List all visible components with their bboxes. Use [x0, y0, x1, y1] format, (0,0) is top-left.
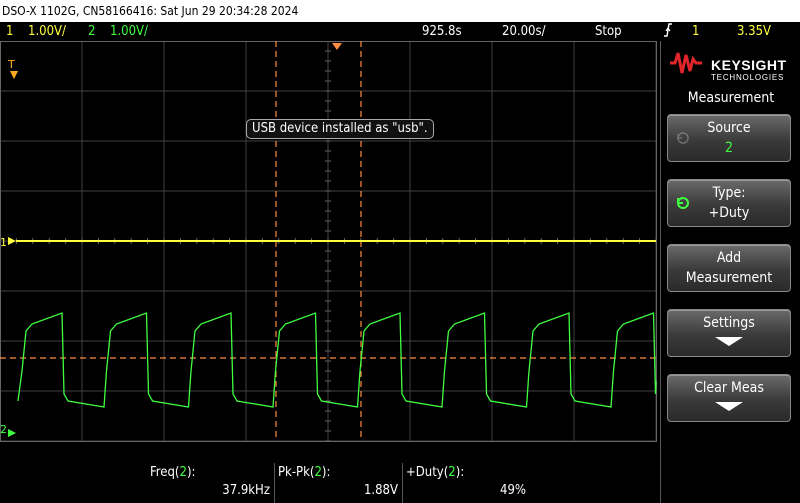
ch1-number[interactable]: 1: [6, 24, 14, 39]
source-softkey[interactable]: Source 2: [667, 114, 791, 162]
add-measurement-label-2: Measurement: [685, 270, 773, 286]
rotate-knob-icon: [677, 197, 689, 209]
trigger-time-marker[interactable]: [10, 71, 18, 79]
waveform-svg: T 1 2: [0, 41, 657, 442]
meas-pkpk-value: 1.88V: [363, 483, 398, 498]
graticule-border: [0, 41, 657, 442]
waveform-display[interactable]: T 1 2 USB device installed as "usb".: [0, 41, 660, 443]
status-bar: 1 1.00V/ 2 1.00V/ 925.8s 20.00s/ Stop 1 …: [0, 22, 800, 41]
settings-softkey[interactable]: Settings: [667, 309, 791, 357]
type-softkey[interactable]: Type: +Duty: [667, 179, 791, 227]
meas-freq[interactable]: Freq(2): 37.9kHz: [146, 463, 274, 503]
usb-notification: USB device installed as "usb".: [246, 119, 434, 139]
trigger-edge-icon: [663, 22, 673, 44]
ch2-scale[interactable]: 1.00V/: [110, 24, 148, 39]
clear-meas-softkey[interactable]: Clear Meas: [667, 374, 791, 422]
clear-meas-softkey-label: Clear Meas: [694, 380, 764, 396]
trigger-level[interactable]: 3.35V: [737, 24, 772, 39]
trigger-channel[interactable]: 1: [692, 24, 700, 39]
add-measurement-softkey[interactable]: Add Measurement: [667, 244, 791, 292]
keysight-logo: KEYSIGHT TECHNOLOGIES: [669, 49, 797, 82]
meas-divider: [402, 463, 403, 503]
meas-duty-label: +Duty(2):: [406, 465, 465, 480]
keysight-wave-icon: [670, 52, 702, 74]
type-softkey-label: Type:: [712, 185, 746, 201]
ch2-number[interactable]: 2: [88, 24, 96, 39]
trigger-position-marker[interactable]: [332, 43, 342, 50]
add-measurement-label-1: Add: [716, 250, 742, 266]
meas-freq-label: Freq(2):: [150, 465, 196, 480]
meas-duty[interactable]: +Duty(2): 49%: [402, 463, 530, 503]
meas-freq-value: 37.9kHz: [222, 483, 270, 498]
type-softkey-value: +Duty: [708, 205, 750, 221]
brand-name: KEYSIGHT: [711, 57, 787, 73]
source-softkey-value: 2: [724, 140, 733, 156]
meas-pkpk[interactable]: Pk-Pk(2): 1.88V: [274, 463, 402, 503]
run-state[interactable]: Stop: [595, 24, 622, 39]
menu-title: Measurement: [687, 90, 775, 106]
ch1-ground-marker[interactable]: [8, 237, 16, 245]
meas-duty-value: 49%: [500, 483, 526, 498]
submenu-arrow-icon: [715, 337, 743, 346]
meas-pkpk-label: Pk-Pk(2):: [278, 465, 331, 480]
softkey-panel: KEYSIGHT TECHNOLOGIES Measurement Source…: [660, 41, 800, 503]
ch2-ground-marker[interactable]: [8, 429, 16, 437]
ch2-ground-label: 2: [0, 423, 7, 436]
ch1-scale[interactable]: 1.00V/: [28, 24, 66, 39]
ch1-ground-label: 1: [0, 236, 7, 249]
time-position[interactable]: 925.8s: [422, 24, 462, 39]
brand-subtitle: TECHNOLOGIES: [711, 73, 785, 82]
settings-softkey-label: Settings: [703, 315, 755, 331]
source-softkey-label: Source: [707, 120, 751, 136]
window-title: DSO-X 1102G, CN58166416: Sat Jun 29 20:3…: [0, 0, 800, 22]
submenu-arrow-icon: [715, 402, 743, 411]
time-scale[interactable]: 20.00s/: [502, 24, 546, 39]
meas-divider: [274, 463, 275, 503]
rotate-knob-icon: [677, 132, 689, 144]
ch2-trace: [17, 312, 657, 408]
measurement-bar: Freq(2): 37.9kHz Pk-Pk(2): 1.88V +Duty(2…: [0, 443, 660, 503]
trigger-time-label: T: [7, 58, 15, 71]
